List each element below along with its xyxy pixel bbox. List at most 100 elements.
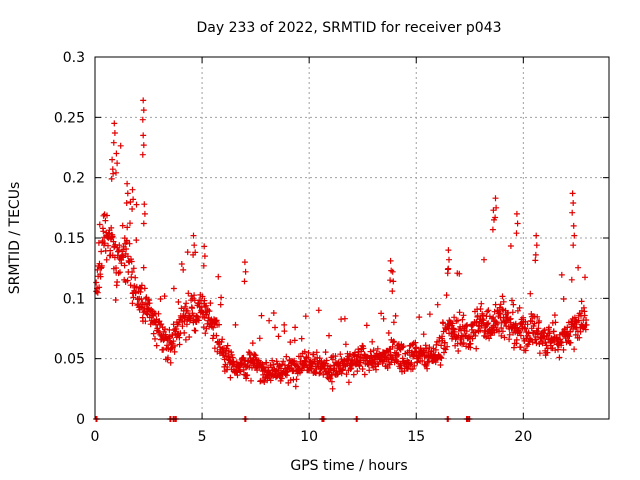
data-point <box>577 328 584 335</box>
data-point <box>367 348 374 355</box>
data-point <box>142 318 149 325</box>
data-point <box>541 327 548 334</box>
data-point <box>96 284 103 291</box>
data-point <box>191 242 198 249</box>
data-point <box>140 142 147 149</box>
data-point <box>390 278 397 285</box>
data-point <box>182 303 189 310</box>
data-point <box>420 331 427 338</box>
data-point <box>486 335 493 342</box>
data-point <box>299 366 305 373</box>
data-point <box>576 334 583 341</box>
data-point <box>384 365 391 371</box>
data-point <box>292 383 299 390</box>
data-point <box>310 351 317 358</box>
data-point <box>249 340 256 347</box>
data-point <box>110 238 117 245</box>
data-point <box>571 346 578 353</box>
data-point <box>200 262 207 269</box>
data-point <box>202 303 209 310</box>
data-point <box>209 335 216 342</box>
data-point <box>567 339 574 346</box>
data-point <box>298 335 305 342</box>
data-point <box>480 317 487 324</box>
data-point <box>201 297 208 304</box>
data-point <box>108 175 115 182</box>
data-point <box>130 265 137 272</box>
data-point <box>293 376 300 383</box>
data-point <box>546 330 553 337</box>
data-point <box>342 341 349 348</box>
data-point <box>157 331 164 338</box>
data-point <box>517 344 524 351</box>
data-point <box>124 224 131 231</box>
data-point <box>233 369 240 376</box>
data-point <box>500 298 507 305</box>
data-point <box>536 318 543 324</box>
data-point <box>565 332 572 338</box>
data-point <box>451 314 458 321</box>
data-point <box>369 338 376 345</box>
data-point <box>241 259 248 266</box>
data-point <box>494 320 501 327</box>
data-point <box>184 249 191 256</box>
data-point <box>173 326 180 332</box>
data-point <box>219 336 226 343</box>
data-point <box>540 328 547 335</box>
data-point <box>525 330 532 337</box>
data-point <box>513 230 520 237</box>
data-point <box>327 375 334 382</box>
data-point <box>350 371 357 378</box>
data-point <box>123 246 130 252</box>
data-point <box>460 340 467 346</box>
data-point <box>129 269 136 275</box>
data-point <box>352 349 359 356</box>
data-point <box>133 283 140 290</box>
data-point <box>509 309 516 316</box>
data-point <box>583 321 590 328</box>
data-point <box>211 345 218 352</box>
data-point <box>133 237 140 244</box>
data-point <box>150 330 157 337</box>
data-point <box>133 201 140 208</box>
data-point <box>581 312 588 319</box>
data-point <box>111 130 118 136</box>
data-point <box>395 351 402 358</box>
data-point <box>432 359 439 366</box>
data-point <box>117 142 124 149</box>
data-point <box>326 332 332 339</box>
data-point <box>438 342 445 349</box>
data-point <box>272 324 278 331</box>
data-point <box>206 308 213 315</box>
y-tick-label: 0.15 <box>54 231 85 247</box>
data-point <box>473 345 480 352</box>
data-point <box>186 334 193 340</box>
data-point <box>499 293 506 300</box>
data-point <box>410 352 417 358</box>
data-point <box>181 329 188 336</box>
data-point <box>228 349 235 356</box>
data-point <box>111 120 118 127</box>
data-point <box>168 345 175 352</box>
data-point <box>498 325 505 331</box>
data-point <box>283 372 290 379</box>
data-point <box>275 333 282 340</box>
data-point <box>175 299 182 305</box>
data-point <box>378 310 385 317</box>
data-point <box>526 335 533 342</box>
data-point <box>139 151 146 158</box>
data-point <box>179 323 186 330</box>
data-point <box>347 366 354 372</box>
data-point <box>409 366 416 372</box>
data-point <box>533 232 540 239</box>
data-point <box>141 201 148 208</box>
data-point <box>129 206 136 212</box>
data-point <box>423 362 430 369</box>
data-point <box>283 353 290 360</box>
data-point <box>130 196 137 203</box>
data-point <box>224 342 231 349</box>
data-point <box>582 274 588 281</box>
data-point <box>569 209 576 216</box>
